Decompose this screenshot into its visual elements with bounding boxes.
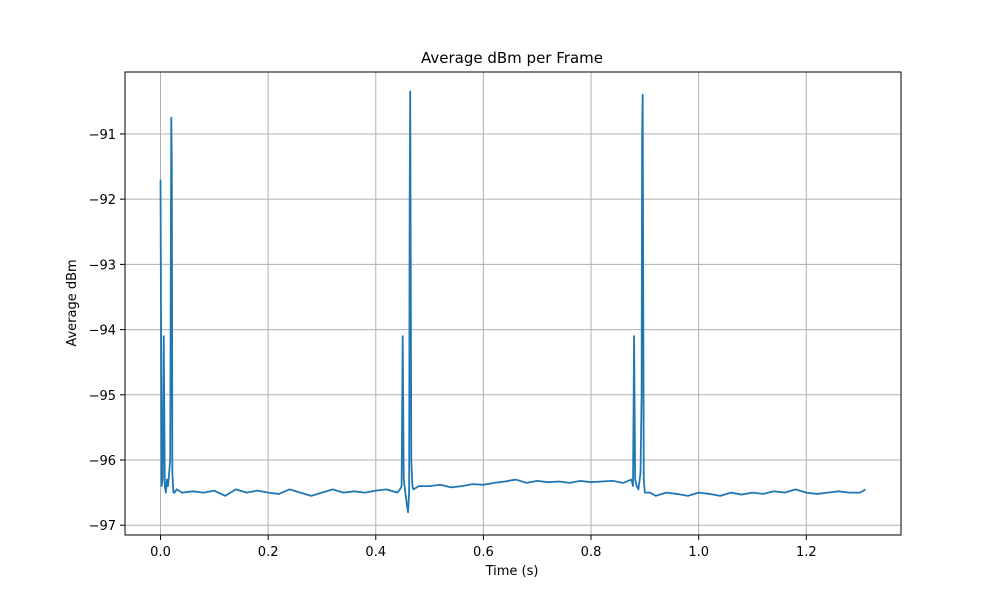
x-tick-label: 0.6	[473, 545, 494, 560]
x-tick-label: 0.4	[365, 545, 386, 560]
x-axis-label: Time (s)	[485, 564, 539, 579]
chart-title: Average dBm per Frame	[421, 49, 603, 67]
x-tick-label: 0.0	[150, 545, 171, 560]
grid	[125, 72, 901, 535]
y-tick-label: −95	[89, 389, 116, 404]
y-tick-label: −91	[89, 128, 116, 143]
x-axis-ticks: 0.0 0.2 0.4 0.6 0.8 1.0 1.2	[150, 535, 817, 560]
y-tick-label: −93	[89, 258, 116, 273]
x-tick-label: 1.0	[688, 545, 709, 560]
series-layer	[159, 90, 866, 514]
x-tick-label: 0.8	[581, 545, 602, 560]
x-tick-label: 1.2	[796, 545, 817, 560]
x-tick-label: 0.2	[258, 545, 279, 560]
plot-frame	[124, 71, 902, 536]
y-axis-label: Average dBm	[65, 259, 80, 346]
y-tick-label: −94	[89, 324, 116, 339]
y-tick-label: −96	[89, 454, 116, 469]
y-axis-ticks: −97 −96 −95 −94 −93 −92 −91	[89, 128, 125, 534]
series-line	[159, 90, 866, 514]
y-tick-label: −97	[89, 519, 116, 534]
y-tick-label: −92	[89, 193, 116, 208]
